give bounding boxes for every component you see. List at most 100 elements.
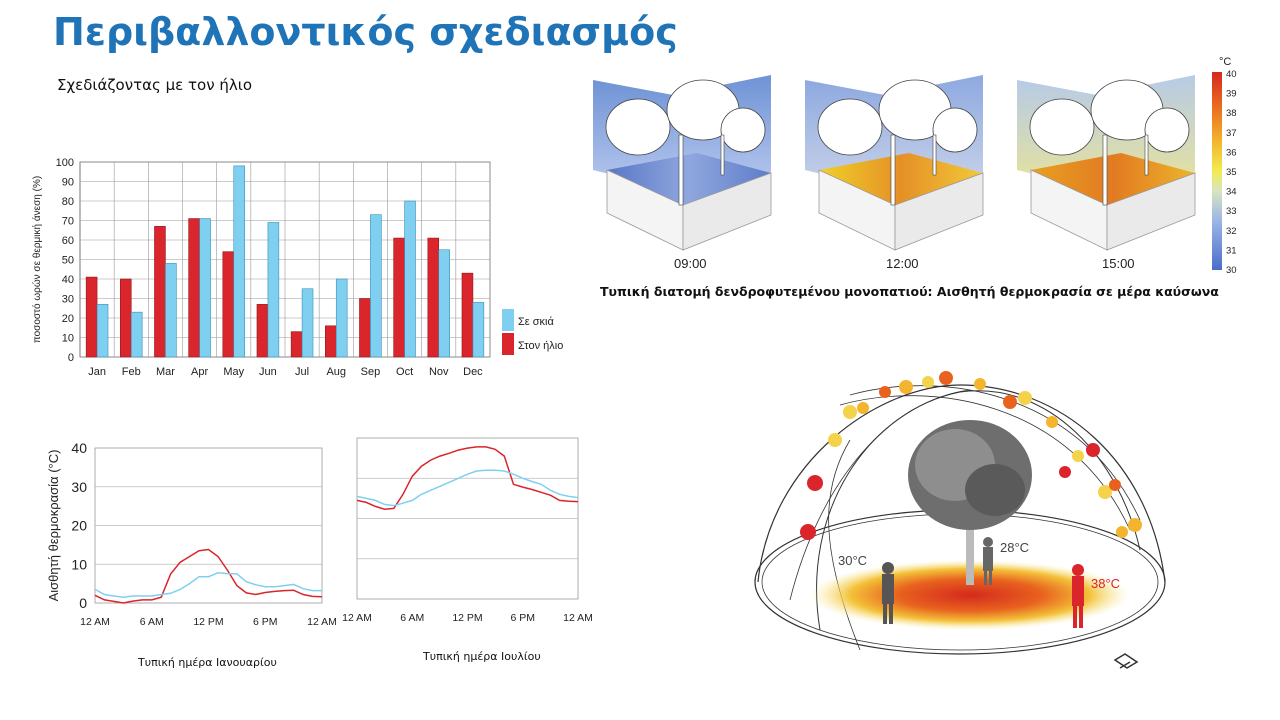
bar-aug-shade [335,278,348,358]
temperature-colorbar: °C 40 39 38 37 36 35 34 33 32 31 30 [1212,56,1237,276]
bar-aug-sun [325,325,337,358]
sun-path-dome-illustration: 30°C 28°C 38°C [754,371,1166,669]
bar-dec-sun [461,272,474,358]
line-series-sun [94,548,323,604]
dome-label-28c: 28°C [1000,540,1029,555]
colorbar-tick-label: 31 [1226,245,1237,256]
bar-xtick-label: Oct [396,366,413,378]
bar-ytick-label: 40 [62,274,74,286]
line-xtick-label: 12 PM [452,612,482,624]
colorbar-unit: °C [1219,56,1231,68]
colorbar-tick-label: 34 [1226,187,1237,198]
bar-legend-swatch [502,309,514,331]
bar-xtick-label: Nov [429,366,449,378]
line-ytick-label: 20 [71,518,87,534]
bar-may-sun [222,251,235,358]
cross-section-renderings [593,75,1196,251]
bar-jun-shade [267,222,280,358]
july-line-chart: 12 AM 6 AM 12 PM 6 PM 12 AM [342,437,593,624]
cross-section-0900 [593,75,772,251]
line-ytick-label: 30 [71,479,87,495]
line-series-shade [356,469,579,507]
page-subtitle: Σχεδιάζοντας με τον ήλιο [57,76,253,94]
bar-oct-shade [404,200,416,358]
page-title: Περιβαλλοντικός σχεδιασμός [53,10,678,54]
bar-ytick-label: 50 [62,255,74,267]
bar-xtick-label: Mar [156,366,175,378]
line-series-sun [356,446,579,510]
bar-ytick-label: 60 [62,235,74,247]
cross-section-1200 [805,75,984,251]
bar-xtick-label: Dec [463,366,483,378]
bar-ytick-label: 0 [68,352,74,364]
bar-feb-shade [130,311,143,358]
bar-jul-shade [301,288,314,358]
january-chart-caption: Τυπική ημέρα Ιανουαρίου [138,656,277,669]
bar-jul-sun [290,331,303,358]
bar-mar-sun [154,226,166,358]
bar-nov-sun [427,237,440,358]
bar-xtick-label: Jun [259,366,277,378]
bar-oct-sun [393,237,405,358]
bar-ytick-label: 10 [62,333,74,345]
bar-ytick-label: 70 [62,216,74,228]
bar-sep-sun [359,298,371,358]
dome-label-38c: 38°C [1091,576,1120,591]
line-ytick-label: 10 [71,556,87,572]
colorbar-tick-label: 37 [1226,128,1237,139]
colorbar-tick-label: 33 [1226,206,1237,217]
line-xtick-label: 6 AM [140,616,164,628]
bar-legend-label: Σε σκιά [518,316,554,328]
line-y-axis-label: Αισθητή θερμοκρασία (°C) [46,450,61,602]
north-arrow-icon [1113,653,1139,669]
july-chart-caption: Τυπική ημέρα Ιουλίου [423,650,541,663]
bar-ytick-label: 20 [62,313,74,325]
bar-apr-sun [188,218,200,358]
bar-xtick-label: Sep [361,366,381,378]
bar-jun-sun [256,304,269,358]
colorbar-tick-label: 35 [1226,167,1237,178]
colorbar-tick-label: 40 [1226,69,1237,80]
bar-y-axis-label: ποσοστό ωρών σε θερμική άνεση (%) [31,176,43,343]
bar-xtick-label: May [223,366,244,378]
bar-xtick-label: Jan [88,366,106,378]
line-xtick-label: 12 AM [307,616,337,628]
bar-xtick-label: Apr [191,366,208,378]
line-xtick-label: 6 PM [253,616,278,628]
line-xtick-label: 12 AM [80,616,110,628]
bar-feb-sun [120,278,132,358]
cross-section-caption: Τυπική διατομή δενδροφυτεμένου μονοπατιο… [600,284,1219,299]
bar-may-shade [233,165,245,358]
bar-ytick-label: 100 [56,157,74,169]
colorbar-tick-label: 39 [1226,89,1237,100]
line-xtick-label: 12 AM [563,612,593,624]
bar-xtick-label: Feb [122,366,141,378]
bar-jan-shade [96,304,109,358]
colorbar-tick-label: 32 [1226,226,1237,237]
colorbar-tick-label: 38 [1226,108,1237,119]
monthly-comfort-bar-chart: 0 10 20 30 40 50 60 70 80 90 100 Jan Feb Mar Apr May Jun… [31,157,563,378]
bar-xtick-label: Jul [295,366,309,378]
bar-jan-sun [85,276,98,358]
january-line-chart: 0 10 20 30 40 Αισθητή θερμοκρασία (°C) 12 AM 6 … [46,440,337,628]
colorbar-tick-label: 30 [1226,265,1237,276]
bar-mar-shade [165,263,177,358]
bar-sep-shade [370,214,382,358]
bar-apr-shade [199,218,211,358]
line-xtick-label: 12 AM [342,612,372,624]
time-label-0900: 09:00 [674,256,707,271]
bar-nov-shade [438,249,450,358]
bar-legend-swatch [502,333,514,355]
bar-ytick-label: 30 [62,294,74,306]
bar-legend-label: Στον ήλιο [518,340,563,352]
bar-ytick-label: 90 [62,177,74,189]
bar-dec-shade [472,302,485,358]
colorbar-tick-label: 36 [1226,147,1237,158]
line-ytick-label: 0 [79,595,87,611]
time-label-1500: 15:00 [1102,256,1135,271]
line-xtick-label: 6 PM [510,612,535,624]
line-series-shade [94,572,322,598]
line-xtick-label: 6 AM [400,612,424,624]
sun-positions [800,371,1142,540]
bar-ytick-label: 80 [62,196,74,208]
